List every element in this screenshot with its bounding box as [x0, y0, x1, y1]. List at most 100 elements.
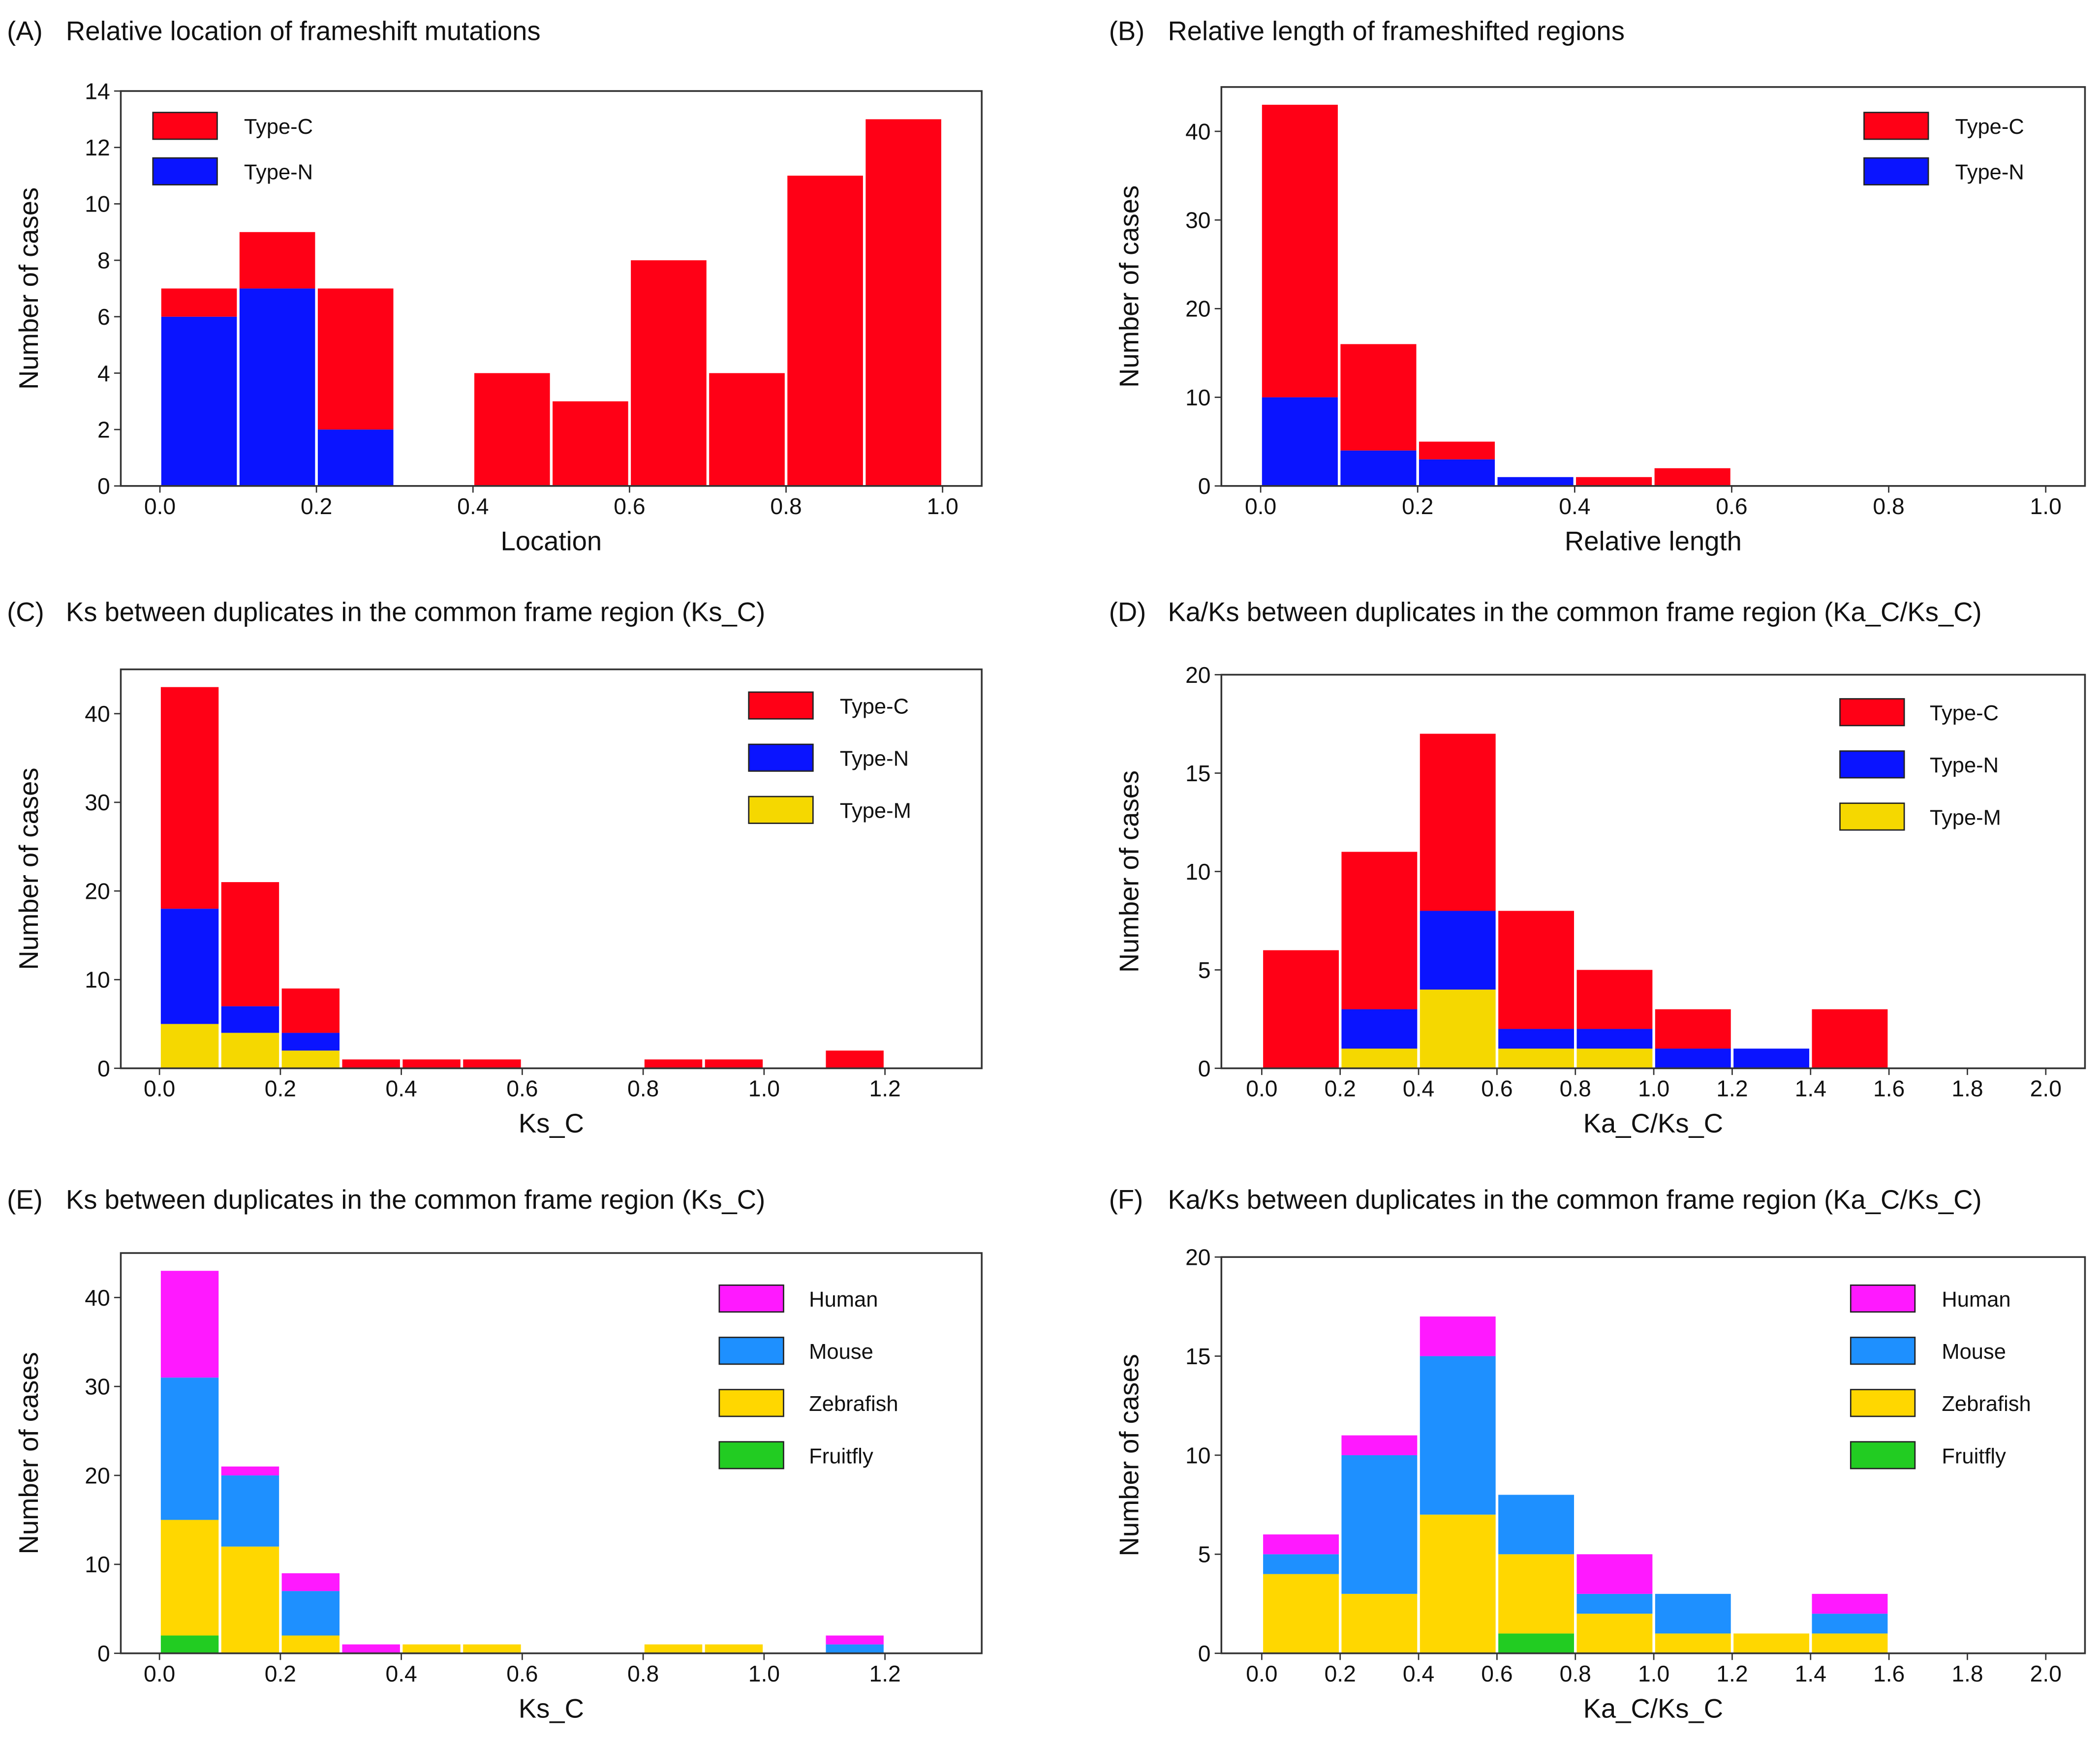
x-tick-label: 1.2: [1716, 1076, 1748, 1101]
y-tick-label: 0: [97, 1641, 110, 1666]
x-tick-label: 0.0: [1246, 1661, 1277, 1686]
bar-zebrafish: [160, 1520, 219, 1636]
legend-label: Type-N: [1955, 161, 2024, 184]
y-tick-label: 4: [97, 361, 110, 386]
bar-mouse: [160, 1377, 219, 1520]
plot-frame: [120, 668, 983, 1070]
bar-type-n: [1498, 1029, 1575, 1049]
bar-zebrafish: [1498, 1554, 1575, 1634]
y-tick-label: 10: [85, 191, 110, 217]
legend-swatch-type-c: [152, 112, 218, 140]
bar-mouse: [1812, 1614, 1888, 1634]
chart-title: Ka/Ks between duplicates in the common f…: [1168, 597, 1981, 627]
bar-type-m: [281, 1050, 340, 1069]
bar-zebrafish: [1576, 1614, 1653, 1653]
bar-type-n: [1420, 911, 1496, 990]
x-tick-label: 1.4: [1795, 1661, 1826, 1686]
y-tick-label: 12: [85, 135, 110, 160]
plot-frame: [120, 90, 983, 487]
bar-type-n: [281, 1033, 340, 1051]
bar-mouse: [1341, 1455, 1418, 1594]
bar-type-c: [1341, 852, 1418, 1009]
bar-type-c: [1420, 734, 1496, 911]
bar-zebrafish: [705, 1644, 763, 1653]
bar-mouse: [826, 1644, 884, 1653]
bar-type-c: [1812, 1009, 1888, 1069]
legend-swatch-fruitfly: [1850, 1441, 1916, 1469]
bar-type-m: [1341, 1048, 1418, 1069]
y-tick-label: 20: [85, 1463, 110, 1488]
bar-type-c: [553, 401, 628, 486]
bar-type-n: [1341, 1009, 1418, 1049]
legend-swatch-fruitfly: [718, 1441, 784, 1469]
bar-human: [1341, 1435, 1418, 1455]
legend-swatch-type-c: [1863, 112, 1929, 140]
bar-fruitfly: [160, 1635, 219, 1653]
bar-human: [826, 1635, 884, 1645]
x-tick-label: 1.0: [927, 493, 958, 519]
bar-type-n: [1262, 397, 1338, 486]
legend: Type-C Type-N Type-M: [1839, 698, 2001, 831]
y-tick-label: 10: [85, 1552, 110, 1577]
x-tick-label: 0.4: [1403, 1661, 1434, 1686]
bar-type-c: [342, 1059, 400, 1069]
legend-label: Human: [809, 1288, 878, 1312]
bar-mouse: [281, 1591, 340, 1636]
bar-type-c: [705, 1059, 763, 1069]
x-tick-label: 1.0: [2030, 493, 2062, 519]
legend-swatch-zebrafish: [718, 1389, 784, 1417]
legend-swatch-mouse: [718, 1337, 784, 1365]
y-tick-label: 40: [85, 1285, 110, 1311]
bar-zebrafish: [463, 1644, 521, 1653]
y-tick-label: 30: [1185, 208, 1210, 233]
x-tick-label: 1.4: [1795, 1076, 1826, 1101]
x-tick-label: 0.8: [770, 493, 802, 519]
y-tick-label: 0: [97, 473, 110, 499]
bar-zebrafish: [1263, 1574, 1339, 1653]
x-tick-label: 1.0: [748, 1661, 780, 1686]
x-tick-label: 0.4: [457, 493, 489, 519]
x-axis-label: Ka_C/Ks_C: [1583, 1108, 1723, 1138]
x-tick-label: 0.4: [385, 1076, 417, 1101]
y-tick-label: 15: [1185, 761, 1210, 786]
legend-label: Type-N: [840, 747, 909, 771]
bar-type-c: [787, 176, 863, 486]
bar-type-n: [160, 909, 219, 1024]
legend-swatch-type-n: [748, 743, 814, 772]
legend-label: Type-M: [840, 799, 911, 823]
x-tick-label: 0.8: [627, 1076, 659, 1101]
y-tick-label: 0: [1198, 1641, 1211, 1666]
bar-type-c: [1419, 441, 1495, 459]
bar-zebrafish: [1341, 1593, 1418, 1653]
x-tick-label: 0.0: [144, 1076, 175, 1101]
x-tick-label: 0.6: [506, 1661, 538, 1686]
panel-d: (D) Ka/Ks between duplicates in the commo…: [1109, 597, 2086, 1138]
panel-label: (E): [7, 1185, 43, 1215]
y-tick-label: 20: [1185, 662, 1210, 688]
x-tick-label: 0.0: [144, 1661, 175, 1686]
bar-mouse: [1576, 1593, 1653, 1614]
bar-type-c: [161, 288, 237, 317]
legend-swatch-type-m: [748, 795, 814, 824]
legend: Human Mouse Zebrafish Fruitfly: [718, 1284, 898, 1469]
x-axis-label: Location: [501, 526, 602, 556]
y-tick-label: 5: [1198, 1542, 1211, 1567]
bar-type-c: [317, 288, 394, 430]
bar-human: [1263, 1534, 1339, 1555]
x-tick-label: 0.6: [1481, 1076, 1513, 1101]
x-tick-label: 0.8: [1560, 1661, 1591, 1686]
x-tick-label: 1.2: [1716, 1661, 1748, 1686]
legend-label: Type-C: [840, 695, 909, 718]
bar-mouse: [1655, 1593, 1731, 1634]
panel-f: (F) Ka/Ks between duplicates in the commo…: [1109, 1185, 2086, 1723]
legend-swatch-type-m: [1839, 802, 1905, 831]
bar-type-c: [1498, 911, 1575, 1029]
bar-type-n: [1497, 477, 1574, 486]
bar-type-c: [1576, 970, 1653, 1029]
y-tick-label: 10: [1185, 1442, 1210, 1468]
legend-label: Type-M: [1930, 806, 2001, 829]
x-tick-label: 2.0: [2030, 1661, 2062, 1686]
bar-fruitfly: [1498, 1633, 1575, 1653]
x-tick-label: 1.6: [1873, 1661, 1905, 1686]
bar-type-m: [160, 1024, 219, 1069]
